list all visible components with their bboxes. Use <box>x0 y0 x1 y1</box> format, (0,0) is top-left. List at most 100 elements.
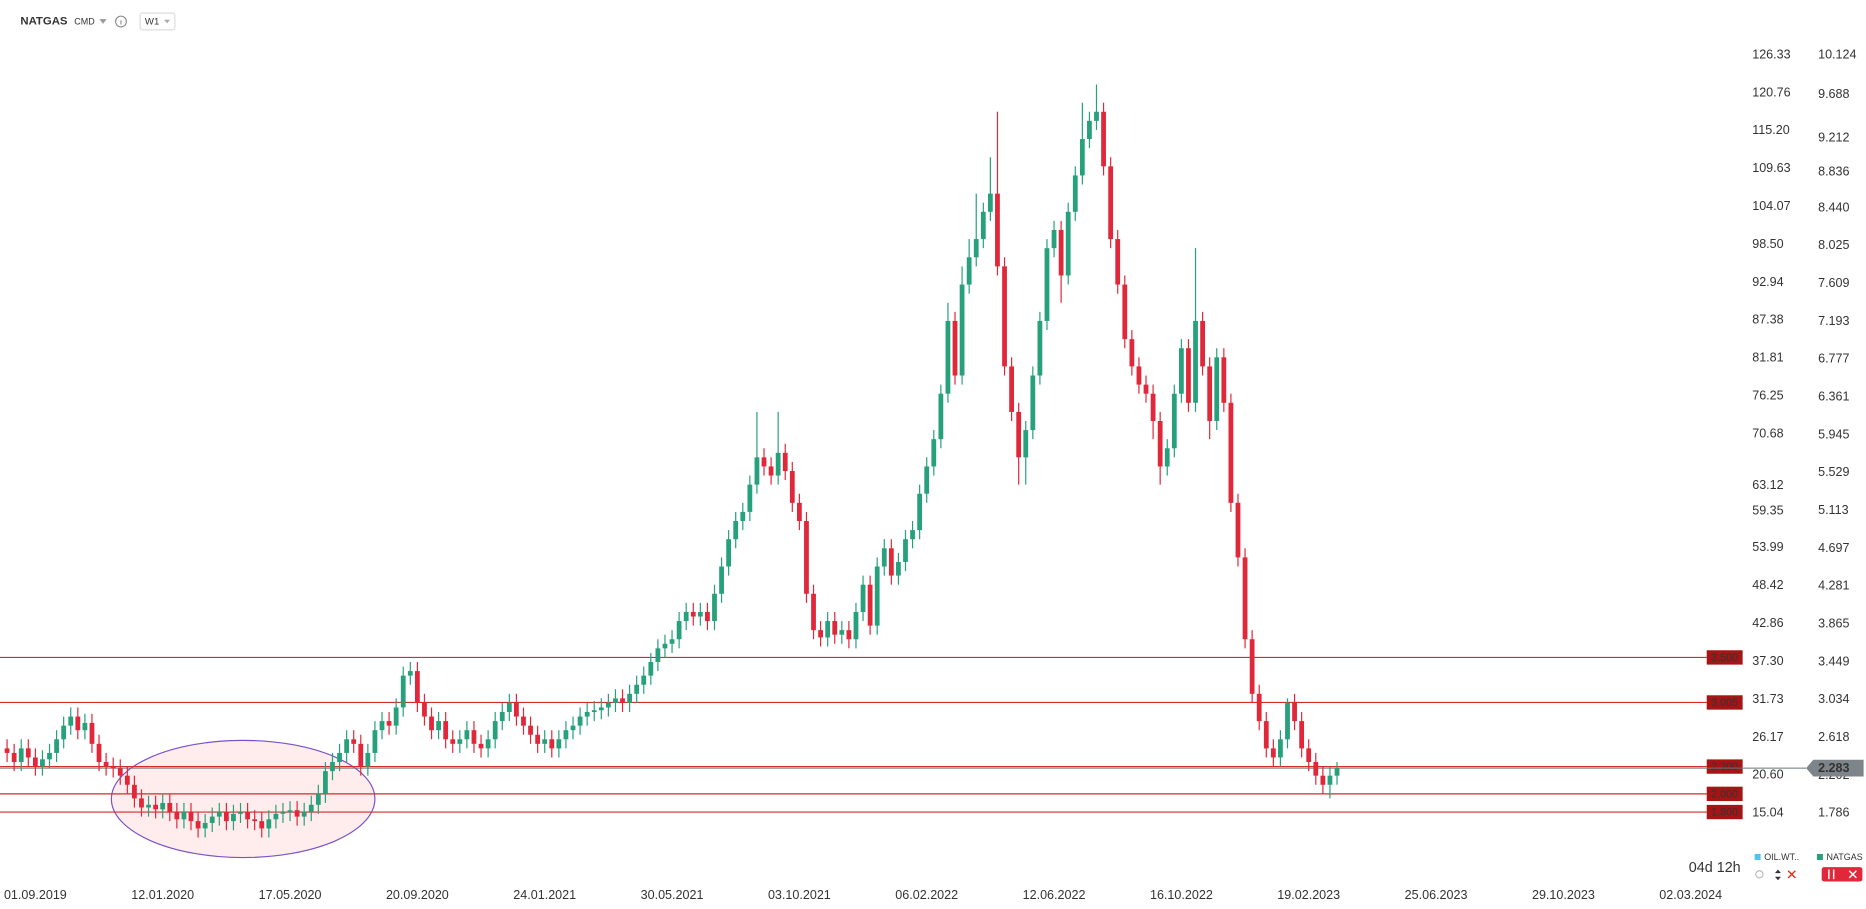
candle-body <box>1129 339 1135 367</box>
candle-body <box>1030 375 1036 431</box>
candle-body <box>139 798 144 808</box>
candle-body <box>429 716 434 731</box>
y-tick-label: 8.836 <box>1818 164 1849 178</box>
y-tick-label: 8.440 <box>1818 200 1849 214</box>
y-tick-label: 9.688 <box>1818 87 1849 101</box>
x-tick-label: 30.05.2021 <box>641 888 704 902</box>
candle-body <box>89 722 95 744</box>
candle-body <box>1186 348 1191 403</box>
candle-body <box>216 812 222 817</box>
candle-body <box>11 752 17 763</box>
close-icon[interactable] <box>1787 870 1796 879</box>
y2-tick-label: 63.12 <box>1752 478 1783 492</box>
eye-icon[interactable] <box>1755 870 1764 879</box>
y2-tick-label: 42.86 <box>1752 616 1783 630</box>
candle-body <box>386 721 392 726</box>
candle-body <box>804 521 809 594</box>
candle-body <box>1002 266 1007 367</box>
y-tick-label: 10.124 <box>1818 47 1856 61</box>
level-label: 2.300 <box>1711 761 1738 773</box>
candle-body <box>634 684 640 694</box>
candle-body <box>973 239 979 258</box>
candle-body <box>542 739 548 744</box>
candle-body <box>712 593 717 622</box>
candle-body <box>400 675 406 708</box>
last-price-box <box>1806 759 1864 777</box>
candle-body <box>952 320 958 376</box>
candle-body <box>32 757 38 767</box>
candle-body <box>188 812 194 822</box>
level-label-box <box>1706 695 1743 710</box>
candle-body <box>733 521 739 540</box>
candle-body <box>1221 357 1227 403</box>
candle-body <box>422 702 427 717</box>
y-tick-label: 5.113 <box>1818 503 1849 517</box>
candle-body <box>1094 111 1099 121</box>
level-label: 3.005 <box>1711 697 1738 709</box>
candle-body <box>1108 166 1114 240</box>
y2-tick-label: 70.68 <box>1752 427 1783 441</box>
level-label-box <box>1706 759 1743 774</box>
candle-body <box>1058 229 1064 276</box>
candle-body <box>414 671 420 703</box>
x-tick-label: 24.01.2021 <box>513 888 576 902</box>
candle-body <box>167 802 173 813</box>
y2-tick-label: 20.60 <box>1752 768 1783 782</box>
candle-body <box>436 721 441 731</box>
info-icon[interactable] <box>115 15 127 28</box>
y2-tick-label: 26.17 <box>1752 730 1783 744</box>
y2-tick-label: 15.04 <box>1752 806 1783 820</box>
candle-body <box>181 812 187 820</box>
candle-body <box>1122 284 1128 340</box>
candle-body <box>110 766 116 769</box>
candle-body <box>294 810 300 817</box>
candle-body <box>1171 393 1177 449</box>
candle-body <box>1207 366 1213 421</box>
y-tick-label: 5.945 <box>1818 427 1849 441</box>
candle-body <box>1235 502 1241 558</box>
candle-body <box>648 661 654 676</box>
y2-tick-label: 104.07 <box>1752 199 1790 213</box>
y-tick-label: 4.697 <box>1818 541 1849 555</box>
candle-body <box>839 630 845 635</box>
interval-box[interactable] <box>139 12 176 31</box>
candle-body <box>903 539 908 562</box>
y2-tick-label: 92.94 <box>1752 275 1783 289</box>
candle-body <box>301 812 307 817</box>
candle-body <box>146 804 151 808</box>
candle-body <box>1299 721 1305 749</box>
candle-body <box>1009 366 1014 412</box>
candle-body <box>75 716 81 731</box>
candle-body <box>1228 402 1234 503</box>
candle-body <box>117 768 123 776</box>
countdown: 04d 12h <box>1689 860 1741 876</box>
sort-icon[interactable] <box>1774 869 1781 881</box>
level-label-box <box>1706 804 1743 820</box>
candle-body <box>1178 348 1184 394</box>
candle-body <box>1164 448 1170 467</box>
candle-body <box>1306 748 1312 763</box>
candle-body <box>407 671 413 676</box>
candle-body <box>337 752 342 763</box>
y-tick-label: 3.865 <box>1818 617 1849 631</box>
level-label-box <box>1706 786 1743 802</box>
candle-body <box>1270 748 1276 758</box>
plot-area: 10.124 9.688 9.212 8.836 8.440 8.025 7.609 7.19… <box>0 47 1864 902</box>
candle-body <box>938 393 944 440</box>
legend-controls <box>1755 867 1863 882</box>
remove-button[interactable] <box>1821 867 1863 882</box>
candle-body <box>351 739 357 744</box>
x-tick-label: 20.09.2020 <box>386 888 449 902</box>
candle-body <box>811 593 816 631</box>
candle-body <box>18 748 24 763</box>
dropdown-arrow[interactable] <box>99 19 107 24</box>
y-tick-label: 4.281 <box>1818 579 1849 593</box>
candle-body <box>697 611 703 617</box>
candle-body <box>506 702 512 713</box>
candle-body <box>860 584 866 612</box>
candle-body <box>613 698 618 703</box>
candle-body <box>846 630 852 640</box>
candle-body <box>966 257 972 285</box>
candle-body <box>867 584 873 626</box>
candle-body <box>521 716 526 726</box>
